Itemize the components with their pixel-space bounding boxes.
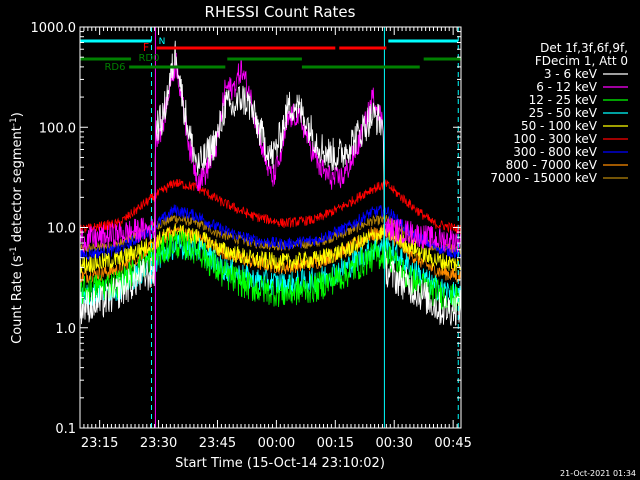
x-tick-label-6: 00:45 [434, 436, 471, 451]
x-tick-label-1: 23:30 [140, 436, 177, 451]
series-line-2 [79, 230, 462, 313]
flag-label-1: F [143, 41, 149, 54]
series-line-5 [79, 179, 462, 235]
y-tick-label-0: 0.1 [55, 422, 76, 437]
legend-label-1: 6 - 12 keV [536, 80, 598, 94]
chart-title: RHESSI Count Rates [205, 3, 356, 21]
legend-label-3: 25 - 50 keV [529, 106, 598, 120]
legend-label-7: 800 - 7000 keV [506, 158, 598, 172]
y-axis-label-main: Count Rate (s [10, 255, 25, 344]
legend-label-0: 3 - 6 keV [544, 67, 598, 81]
y-tick-label-2: 10.0 [47, 222, 76, 237]
x-tick-label-5: 00:30 [375, 436, 412, 451]
legend: Det 1f,3f,6f,9f, FDecim 1, Att 0 3 - 6 k… [490, 41, 628, 185]
legend-header-decim: FDecim 1, Att 0 [535, 54, 628, 68]
flag-label-2: RD0 [138, 53, 159, 64]
series-line-1 [79, 52, 462, 254]
y-axis-label-end: ) [10, 112, 25, 117]
x-tick-label-0: 23:15 [81, 436, 118, 451]
plot-series [79, 40, 462, 326]
legend-label-2: 12 - 25 keV [529, 93, 598, 107]
y-axis-label-sup2: -1 [9, 117, 19, 126]
y-tick-label-1: 1.0 [55, 322, 76, 337]
x-axis-label: Start Time (15-Oct-14 23:10:02) [175, 456, 385, 471]
flag-label-0: N [159, 37, 166, 47]
legend-label-6: 300 - 800 keV [513, 145, 597, 159]
y-tick-label-4: 1000.0 [31, 21, 77, 36]
y-axis-label-mid: detector segment [10, 126, 25, 246]
y-axis-label: Count Rate (s-1 detector segment-1) [9, 112, 25, 344]
legend-header-detectors: Det 1f,3f,6f,9f, [540, 41, 628, 55]
flag-label-3: RD6 [104, 62, 125, 73]
y-tick-label-3: 100.0 [39, 121, 76, 136]
x-tick-label-4: 00:15 [317, 436, 354, 451]
y-axis-label-sup1: -1 [9, 246, 19, 255]
x-tick-label-3: 00:00 [258, 436, 295, 451]
legend-label-5: 100 - 300 keV [513, 132, 597, 146]
series-line-0 [79, 40, 462, 326]
axes: 0.1 1.0 10.0 100.0 1000.0 23:15 23:30 23:45 00:0… [31, 21, 472, 451]
timestamp: 21-Oct-2021 01:34 [560, 469, 636, 478]
legend-label-8: 7000 - 15000 keV [490, 171, 597, 185]
x-tick-label-2: 23:45 [199, 436, 236, 451]
legend-label-4: 50 - 100 keV [521, 119, 598, 133]
